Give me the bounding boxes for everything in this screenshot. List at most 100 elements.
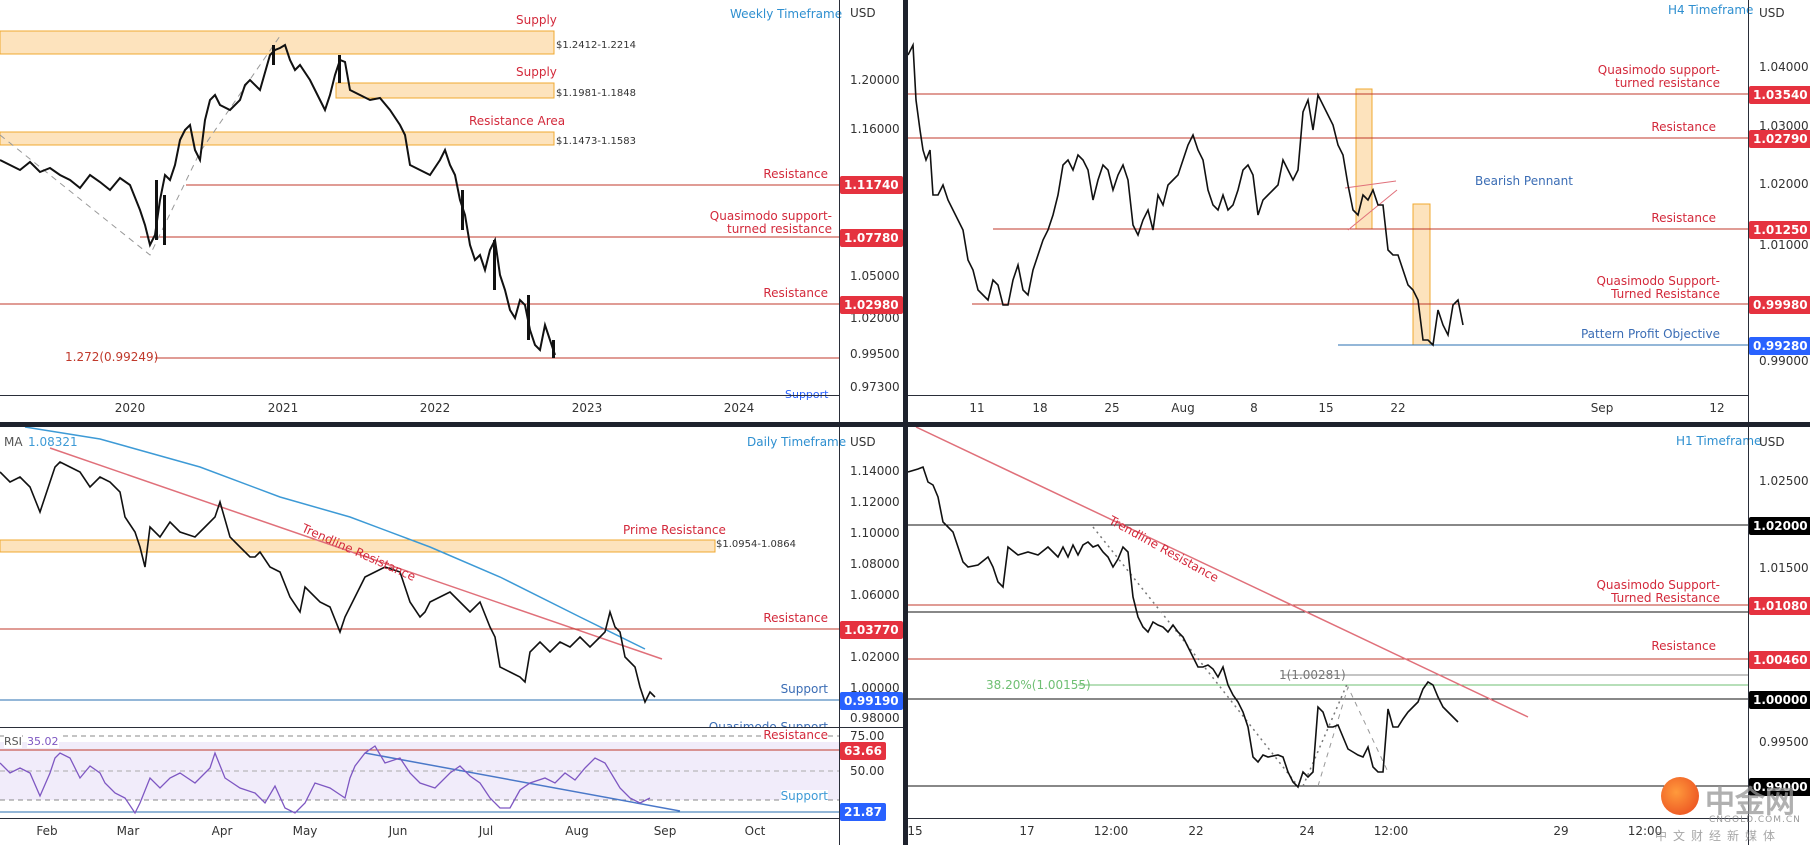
h1-qm-label-line1: Quasimodo Support- [1596, 578, 1720, 592]
rsi-separator[interactable] [0, 727, 903, 728]
h4-price-tag: 1.02790 [1749, 130, 1810, 148]
daily-price-tick: 1.00000 [850, 681, 900, 695]
daily-price-tick: 1.10000 [850, 526, 900, 540]
h4-qm-label-1-line1: Quasimodo support- [1597, 63, 1720, 77]
h1-time-tick: 17 [1019, 824, 1035, 838]
fib-1-label: 1(1.00281) [1279, 668, 1346, 682]
watermark-tagline: 中文财经新媒体 [1655, 829, 1782, 843]
h1-price-tag: 1.00460 [1749, 651, 1810, 669]
h1-price-tag: 1.00000 [1749, 691, 1810, 709]
rsi-tick: 75.00 [850, 729, 885, 743]
weekly-resistance-label-2: Resistance [763, 286, 828, 300]
weekly-price-tag-qm: 1.07780 [840, 229, 903, 247]
h4-time-axis[interactable]: 11 18 25 Aug 8 15 22 Sep 12 [908, 395, 1748, 422]
daily-chart-canvas[interactable] [0, 427, 839, 727]
weekly-price-tag-resistance: 1.11740 [840, 176, 903, 194]
watermark: 中金网 CNGOLD.COM.CN 中文财经新媒体 [1653, 777, 1810, 843]
h1-time-tick: 15 [908, 824, 923, 838]
weekly-qm-label-line1: Quasimodo support- [709, 209, 832, 223]
h4-time-tick: 25 [1104, 401, 1120, 415]
h1-chart-canvas[interactable] [908, 427, 1748, 818]
h1-price-tag: 1.02000 [1749, 517, 1810, 535]
pattern-profit-objective-label: Pattern Profit Objective [1580, 327, 1720, 341]
weekly-price-tick: 0.99500 [850, 347, 900, 361]
rsi-chart-canvas[interactable] [0, 728, 839, 818]
h4-qm-label-1: Quasimodo support- turned resistance [1598, 64, 1720, 90]
weekly-currency-label: USD [850, 6, 876, 20]
h4-resistance-label-2: Resistance [1651, 211, 1716, 225]
rsi-resistance-label: Resistance [763, 728, 828, 742]
prime-resistance-label: Prime Resistance [623, 523, 726, 537]
h1-time-tick: 24 [1299, 824, 1315, 838]
weekly-time-axis[interactable]: 2020 2021 2022 2023 2024 [0, 395, 839, 422]
h4-price-axis[interactable]: USD 1.04000 1.03000 1.02000 1.01000 0.99… [1748, 0, 1810, 422]
daily-time-tick: Apr [211, 824, 233, 838]
supply-label-1: Supply [516, 13, 557, 27]
h1-price-tag: 0.99000 [1749, 778, 1810, 796]
h4-price-tick: 1.03000 [1759, 119, 1809, 133]
h4-chart-canvas[interactable] [908, 0, 1748, 395]
daily-price-tick: 1.02000 [850, 650, 900, 664]
h1-time-tick: 12:00 [1627, 824, 1663, 838]
daily-time-axis[interactable]: Feb Mar Apr May Jun Jul Aug Sep Oct [0, 818, 839, 845]
weekly-time-tick: 2021 [267, 401, 299, 415]
daily-time-tick: Jul [478, 824, 494, 838]
h4-time-tick: 15 [1318, 401, 1334, 415]
h1-price-tick: 1.02500 [1759, 474, 1809, 488]
h4-price-tick: 0.99000 [1759, 354, 1809, 368]
h4-time-tick: Sep [1590, 401, 1614, 415]
h4-price-tag: 1.01250 [1749, 221, 1810, 239]
h4-qm-label-1-line2: turned resistance [1615, 76, 1720, 90]
h4-qm-label-2: Quasimodo Support- Turned Resistance [1596, 275, 1720, 301]
h1-qm-label-line2: Turned Resistance [1611, 591, 1720, 605]
watermark-logo-icon [1661, 777, 1699, 815]
weekly-time-tick: 2023 [571, 401, 603, 415]
weekly-qm-label: Quasimodo support- turned resistance [710, 210, 832, 236]
supply-label-2: Supply [516, 65, 557, 79]
h1-resistance-label: Resistance [1651, 639, 1716, 653]
daily-price-axis[interactable]: USD 1.14000 1.12000 1.10000 1.08000 1.06… [839, 427, 903, 845]
weekly-panel: Weekly Timeframe Supply Supply Resistanc… [0, 0, 903, 422]
daily-price-tick: 1.06000 [850, 588, 900, 602]
weekly-chart-canvas[interactable] [0, 0, 839, 395]
daily-price-tick: 1.14000 [850, 464, 900, 478]
fib-extension-label: 1.272(0.99249) [65, 350, 159, 364]
daily-time-tick: Feb [36, 824, 58, 838]
h4-price-tag: 0.99980 [1749, 296, 1810, 314]
h1-price-tick: 0.99500 [1759, 735, 1809, 749]
daily-support-label: Support [780, 682, 828, 696]
h1-time-axis[interactable]: 15 17 12:00 22 24 12:00 29 12:00 [908, 818, 1748, 845]
h4-timeframe-title: H4 Timeframe [1668, 3, 1754, 17]
axis-separator [840, 727, 903, 728]
h4-time-tick: 12 [1709, 401, 1725, 415]
watermark-domain: CNGOLD.COM.CN [1709, 815, 1801, 825]
daily-time-tick: Sep [653, 824, 677, 838]
h1-price-tick: 1.01500 [1759, 561, 1809, 575]
horizontal-divider[interactable] [0, 422, 1810, 427]
supply-zone-1-range: $1.2412-1.2214 [556, 40, 636, 51]
weekly-time-tick: 2020 [114, 401, 146, 415]
weekly-support-label-cut: Support [785, 388, 829, 401]
rsi-support-label: Support [780, 789, 828, 803]
h1-qm-label: Quasimodo Support- Turned Resistance [1596, 579, 1720, 605]
h1-timeframe-title: H1 Timeframe [1676, 434, 1762, 448]
h4-panel: H4 Timeframe Quasimodo support- turned r… [908, 0, 1810, 422]
rsi-tag-support: 21.87 [840, 803, 886, 821]
h4-price-tick: 1.02000 [1759, 177, 1809, 191]
h4-time-tick: Aug [1171, 401, 1195, 415]
daily-currency-label: USD [850, 435, 876, 449]
weekly-price-axis[interactable]: USD 1.20000 1.16000 1.05000 1.02000 0.99… [839, 0, 903, 422]
h1-time-tick: 29 [1553, 824, 1569, 838]
daily-price-tag-resistance: 1.03770 [840, 621, 903, 639]
h1-time-tick: 22 [1188, 824, 1204, 838]
ma-label: MA [4, 435, 23, 449]
h1-price-axis[interactable]: USD 1.02500 1.01500 0.99500 1.02000 1.01… [1748, 427, 1810, 845]
h1-price-tag: 1.01080 [1749, 597, 1810, 615]
resistance-area-range: $1.1473-1.1583 [556, 136, 636, 147]
daily-price-tick: 1.08000 [850, 557, 900, 571]
weekly-resistance-label-1: Resistance [763, 167, 828, 181]
h4-time-tick: 18 [1032, 401, 1048, 415]
h4-time-tick: 8 [1250, 401, 1258, 415]
h4-price-tag: 0.99280 [1749, 337, 1810, 355]
daily-time-tick: Oct [744, 824, 766, 838]
